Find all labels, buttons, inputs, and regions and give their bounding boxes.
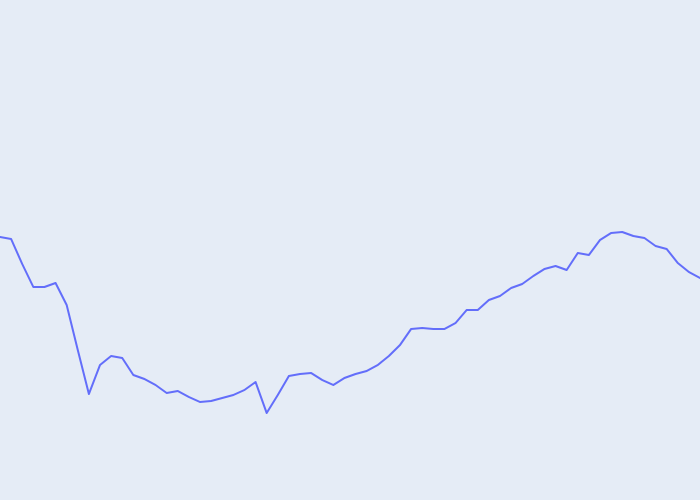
series-layer bbox=[0, 231, 700, 414]
series-line-0 bbox=[0, 231, 700, 414]
